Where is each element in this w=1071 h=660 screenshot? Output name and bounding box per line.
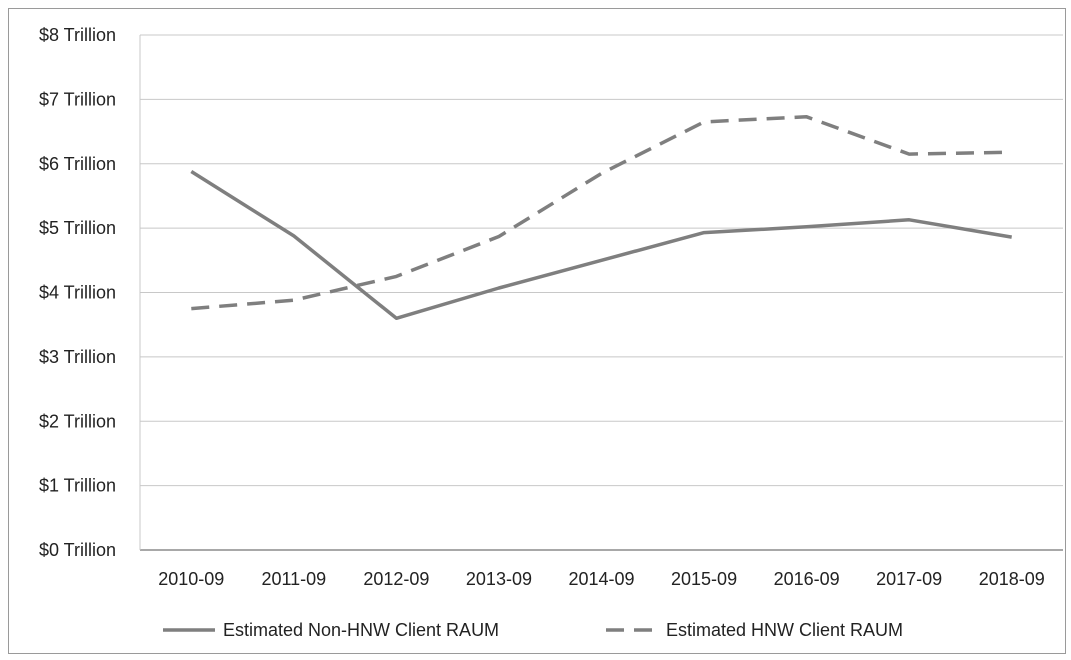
x-tick-label: 2016-09 <box>774 569 840 589</box>
series-line-non-hnw <box>190 170 1012 321</box>
y-tick-label: $5 Trillion <box>39 218 116 238</box>
y-tick-label: $2 Trillion <box>39 411 116 431</box>
y-tick-label: $7 Trillion <box>39 89 116 109</box>
y-tick-label: $0 Trillion <box>39 540 116 560</box>
series-lines <box>190 115 1012 321</box>
y-tick-label: $8 Trillion <box>39 25 116 45</box>
x-tick-label: 2012-09 <box>363 569 429 589</box>
x-tick-label: 2011-09 <box>261 569 326 589</box>
y-tick-label: $3 Trillion <box>39 347 116 367</box>
y-tick-label: $6 Trillion <box>39 154 116 174</box>
y-tick-label: $1 Trillion <box>39 476 116 496</box>
x-tick-label: 2018-09 <box>979 569 1045 589</box>
legend-label: Estimated HNW Client RAUM <box>666 620 903 640</box>
x-axis-tick-labels: 2010-09 2011-09 2012-09 2013-09 2014-09 2015-… <box>158 569 1045 589</box>
y-tick-label: $4 Trillion <box>39 283 116 303</box>
x-tick-label: 2010-09 <box>158 569 224 589</box>
x-tick-label: 2015-09 <box>671 569 737 589</box>
legend: Estimated Non-HNW Client RAUM Estimated H… <box>163 620 903 640</box>
x-tick-label: 2014-09 <box>568 569 634 589</box>
grid-lines <box>139 34 1063 551</box>
x-tick-label: 2013-09 <box>466 569 532 589</box>
legend-label: Estimated Non-HNW Client RAUM <box>223 620 499 640</box>
chart-frame <box>8 8 1066 654</box>
y-axis-tick-labels: $0 Trillion $1 Trillion $2 Trillion $3 Tril… <box>39 25 116 560</box>
series-line-hnw <box>191 115 1012 311</box>
x-tick-label: 2017-09 <box>876 569 942 589</box>
